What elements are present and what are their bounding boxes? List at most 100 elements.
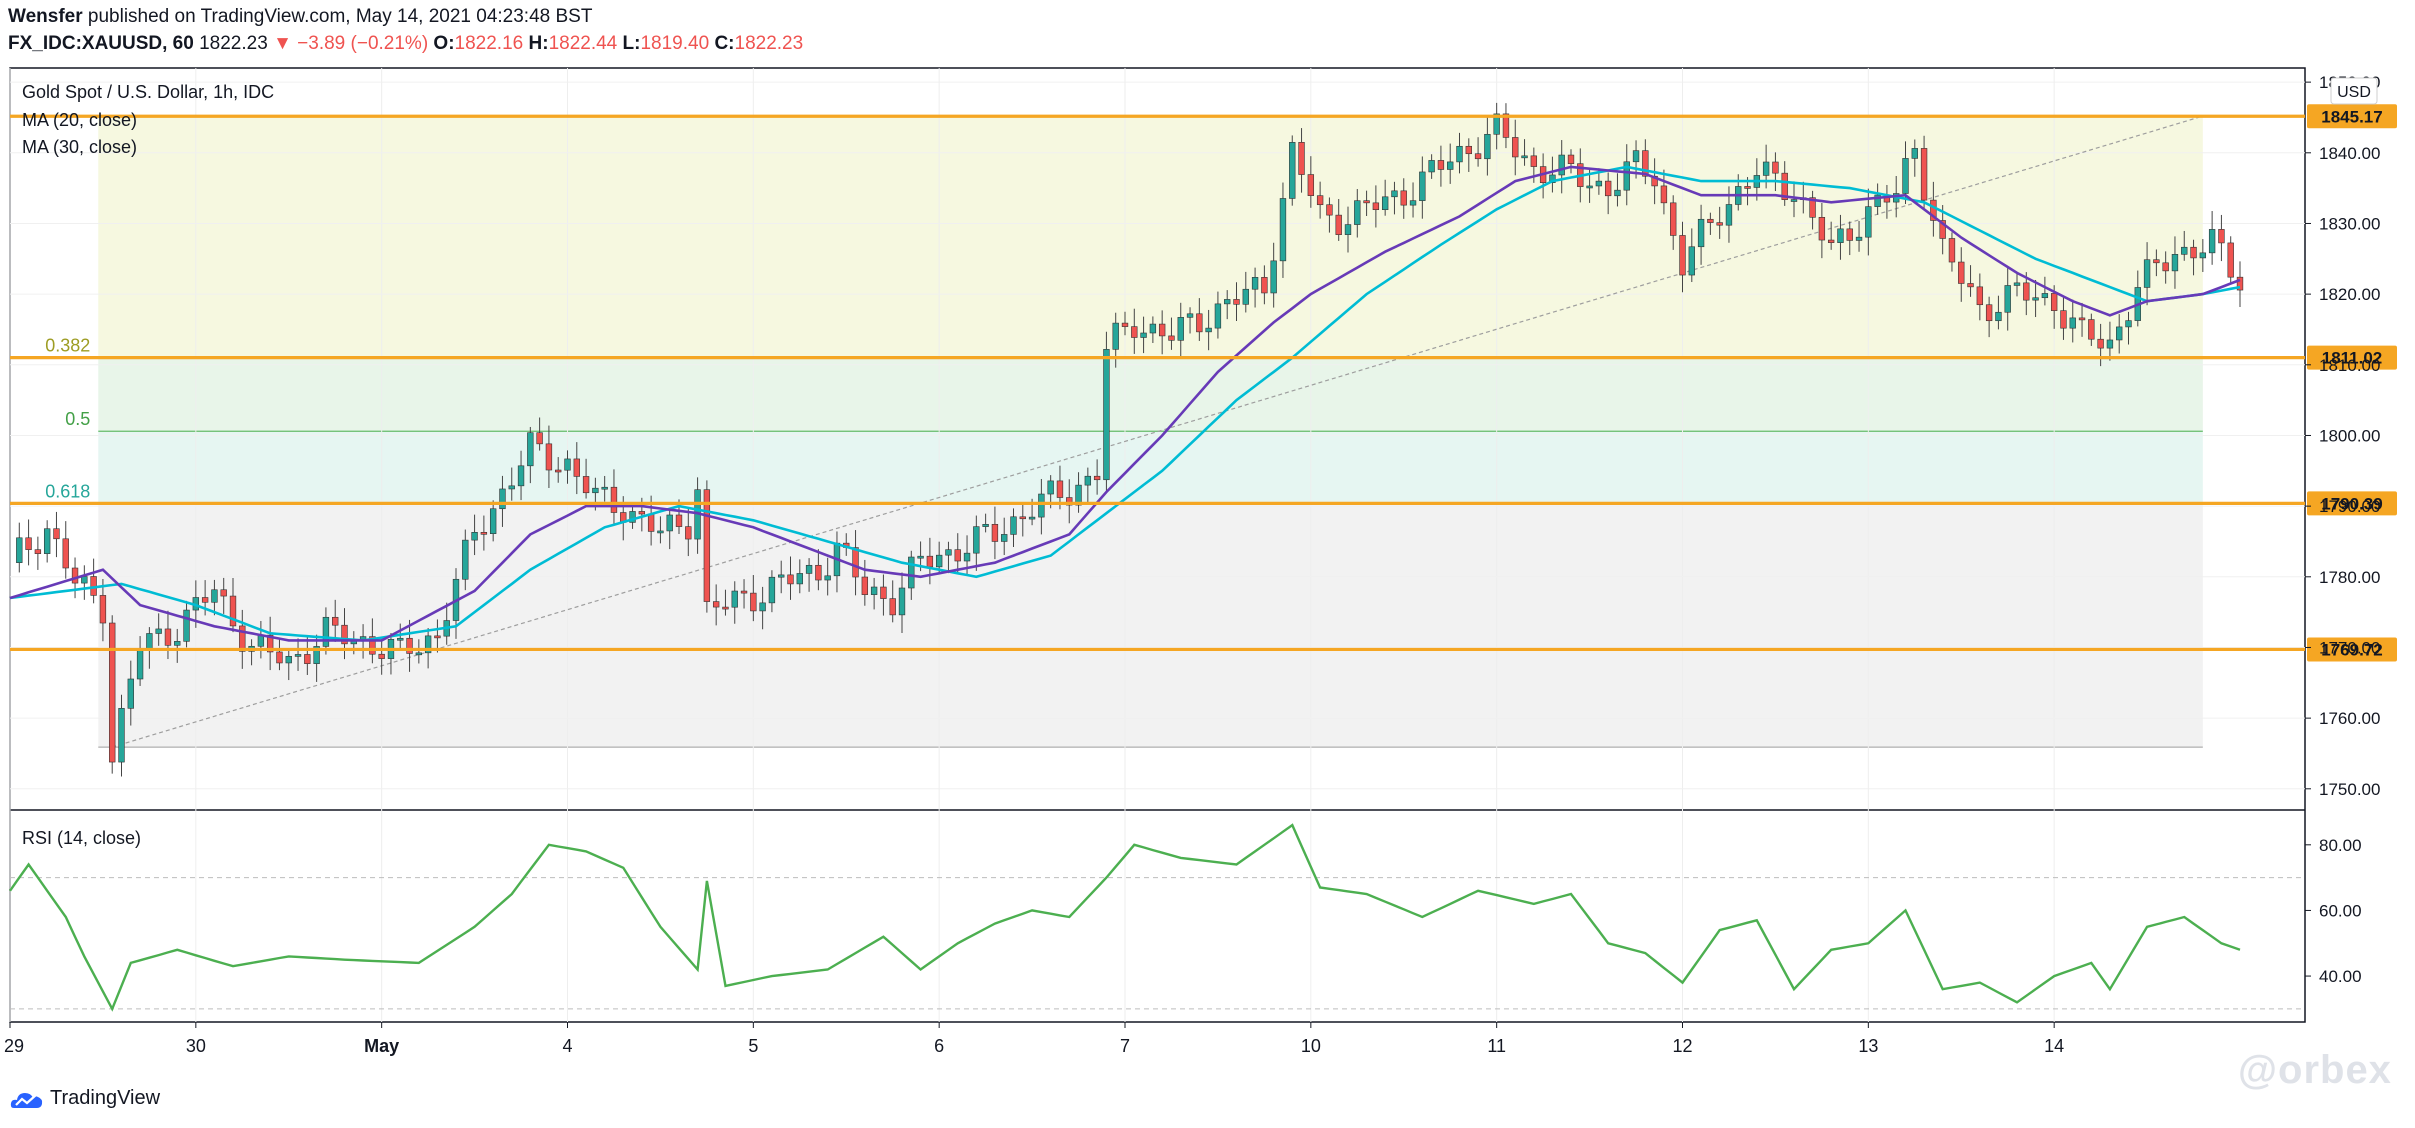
candle (527, 432, 534, 467)
candle (1670, 202, 1677, 236)
candle (1930, 199, 1937, 221)
candle (982, 523, 989, 527)
candle (1604, 180, 1612, 197)
price-tick-label: 1790.00 (2319, 497, 2380, 516)
candle (1214, 303, 1222, 329)
candle (759, 602, 766, 612)
currency-badge[interactable] (2330, 77, 2378, 105)
candle (1326, 204, 1333, 216)
horizontal-levels[interactable]: 1845.17 1811.02 1790.39 1769.72 (10, 104, 2397, 662)
candle (2153, 259, 2160, 264)
candle (462, 539, 469, 580)
candle (53, 528, 60, 540)
candle (480, 532, 488, 535)
price-tick-label: 1820.00 (2319, 285, 2380, 304)
candle (1660, 185, 1668, 204)
rsi-pane[interactable]: 80.00 60.00 40.00 (9, 823, 2362, 1012)
candle (685, 526, 692, 540)
candle (2227, 242, 2234, 278)
time-tick-label: 12 (1672, 1036, 1692, 1056)
ohlc-line: FX_IDC:XAUUSD, 60 1822.23 ▼ −3.89 (−0.21… (8, 33, 803, 55)
ma30-legend[interactable]: MA (30, close) (22, 137, 138, 157)
candle (1047, 480, 1054, 495)
candle (703, 489, 711, 602)
candle (1985, 304, 1993, 322)
candle (71, 567, 79, 584)
candle (1809, 197, 1816, 218)
time-axis[interactable]: 29 30 May 4 5 6 7 10 11 12 13 14 (4, 1022, 2064, 1056)
candle (2097, 338, 2104, 349)
candle (517, 465, 525, 487)
candle (815, 564, 822, 581)
candle (1335, 214, 1342, 235)
candle (99, 595, 107, 624)
candle (1595, 180, 1603, 187)
candle (787, 574, 794, 585)
ma20-legend[interactable]: MA (20, close) (22, 110, 138, 130)
candle (991, 523, 999, 542)
time-tick-label: May (364, 1036, 399, 1056)
candle (1790, 199, 1798, 202)
rsi-legend[interactable]: RSI (14, close) (22, 828, 142, 848)
fibonacci-retracement[interactable]: 0.382 0.5 0.618 (45, 116, 2203, 748)
change-value: ▼ −3.89 (−0.21%) (273, 33, 429, 54)
candle (2181, 246, 2188, 255)
candle (1772, 161, 1779, 174)
candle (1400, 190, 1407, 206)
time-tick-label: 30 (186, 1036, 206, 1056)
time-tick-label: 14 (2044, 1036, 2064, 1056)
candle (963, 552, 971, 562)
symbol-title[interactable]: Gold Spot / U.S. Dollar, 1h, IDC (22, 82, 275, 102)
candle (229, 595, 237, 627)
candle (164, 628, 172, 646)
candle (954, 549, 961, 562)
candle (1827, 239, 1835, 243)
candle (536, 432, 543, 445)
candle (1381, 196, 1389, 210)
candle (889, 598, 896, 616)
candle (1707, 218, 1714, 223)
candle (1762, 161, 1770, 176)
candle (1158, 323, 1166, 337)
candle (1112, 322, 1119, 350)
price-tick-label: 1760.00 (2319, 709, 2380, 728)
candle (434, 635, 441, 639)
candle (917, 555, 924, 559)
candle (1697, 218, 1705, 248)
candle (1344, 224, 1352, 235)
close-value: 1822.23 (734, 33, 804, 54)
rsi-tick-label: 60.00 (2319, 901, 2362, 920)
candle (155, 628, 162, 634)
candle (1623, 161, 1630, 191)
candle (62, 538, 69, 569)
time-tick-label: 13 (1858, 1036, 1878, 1056)
author-name[interactable]: Wensfer (8, 6, 83, 27)
candle (471, 532, 478, 541)
price-axis[interactable]: 1850.001840.001830.001820.001810.001800.… (2305, 73, 2380, 799)
candle (1391, 190, 1398, 198)
candle (1428, 160, 1435, 173)
candle (778, 574, 785, 578)
candle (1567, 154, 1575, 164)
candle (870, 586, 878, 595)
candle (1168, 335, 1175, 341)
candle (2125, 320, 2132, 328)
candle (1642, 150, 1649, 177)
price-tick-label: 1840.00 (2319, 144, 2380, 163)
candle (2116, 326, 2123, 341)
candle (675, 514, 683, 527)
last-price: 1822.23 (199, 33, 268, 54)
candle (1251, 277, 1259, 290)
fib-label: 0.5 (65, 409, 90, 429)
candle (1140, 332, 1147, 338)
candle (1075, 484, 1082, 506)
candle (2069, 317, 2076, 329)
candle (174, 641, 181, 646)
publish-line: Wensfer published on TradingView.com, Ma… (8, 6, 592, 28)
candle (1679, 235, 1686, 276)
tradingview-logo[interactable]: TradingView (10, 1087, 160, 1110)
candle (824, 575, 831, 581)
candle (1549, 174, 1556, 184)
candle (2143, 259, 2151, 288)
